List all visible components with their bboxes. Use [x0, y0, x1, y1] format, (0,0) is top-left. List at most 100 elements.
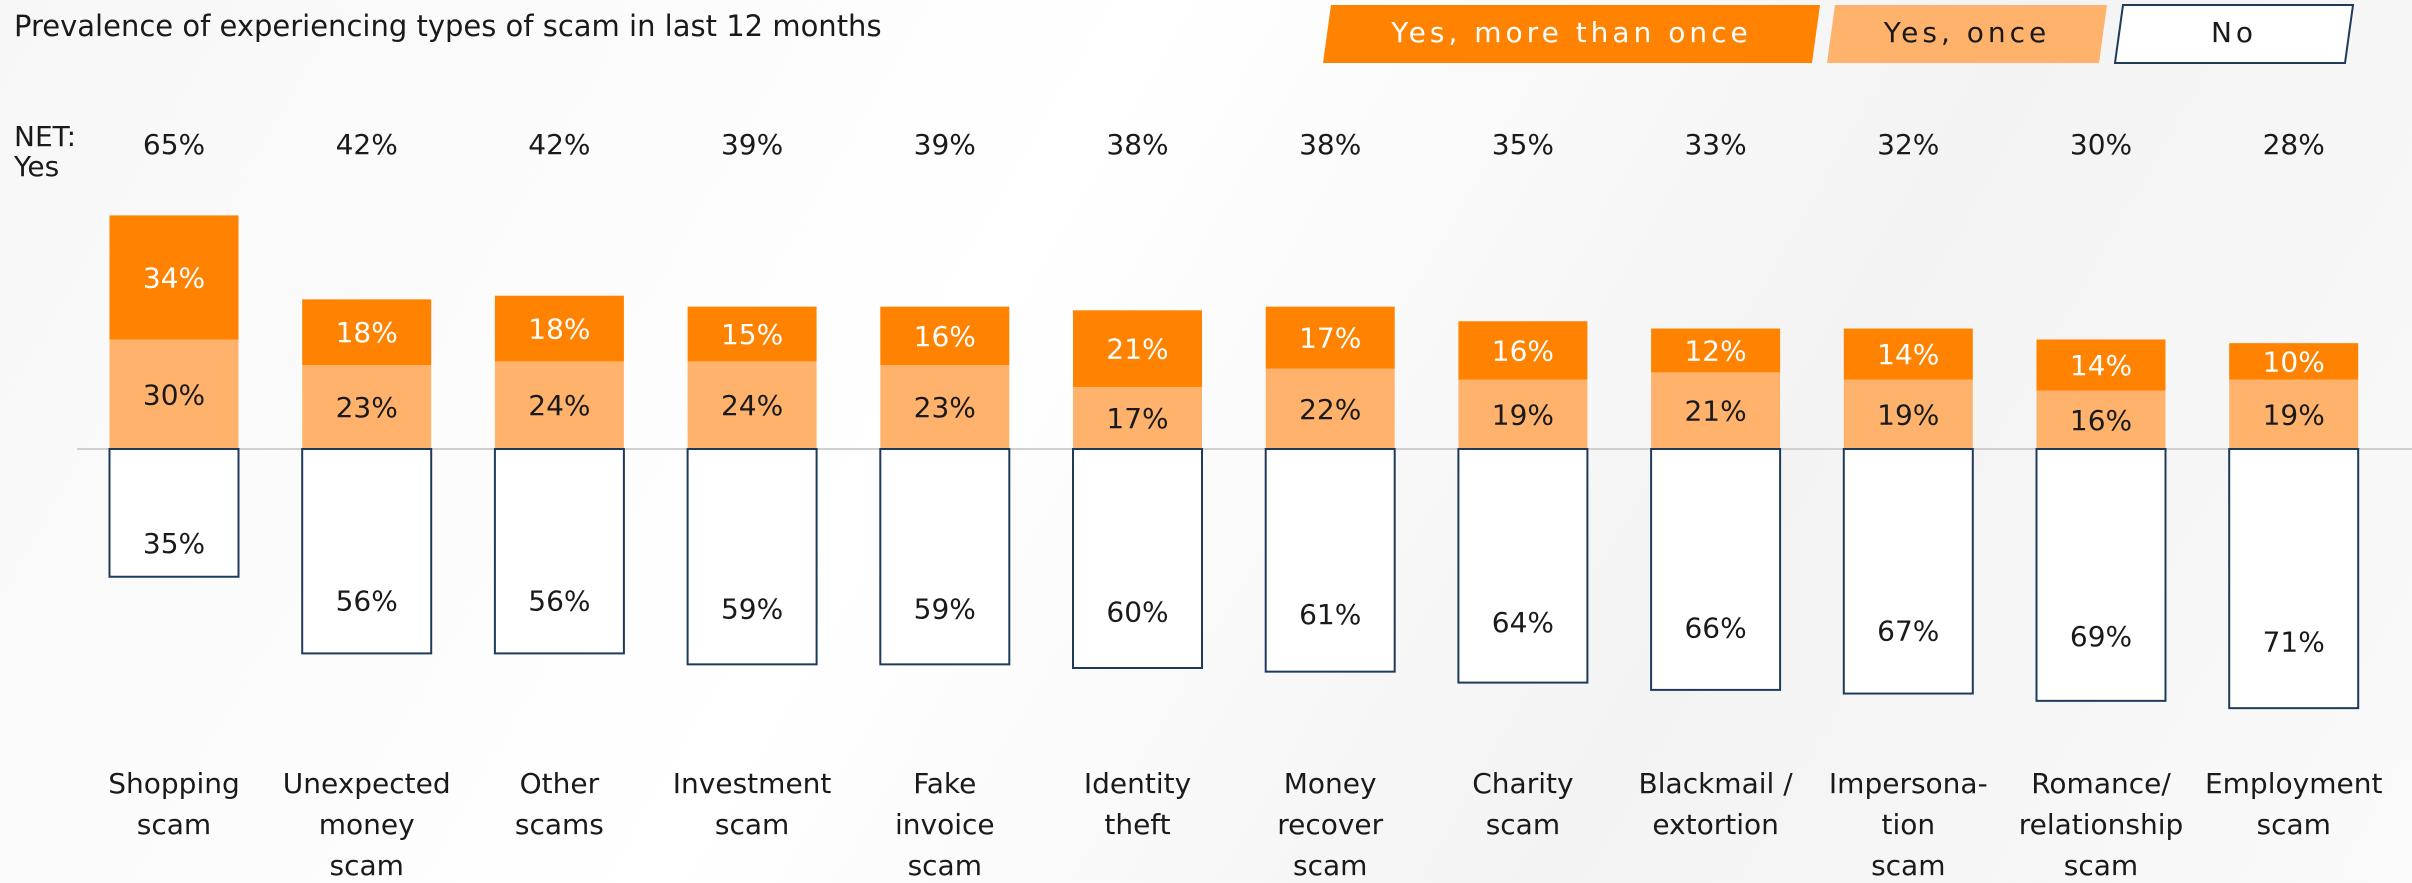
- net-value: 28%: [2263, 128, 2325, 161]
- x-tick-label: Impersona-: [1829, 767, 1988, 800]
- bar-segment: [880, 306, 1010, 366]
- bar-label: 24%: [528, 389, 590, 422]
- net-value: 42%: [528, 128, 590, 161]
- x-tick-label: Employment: [2205, 767, 2382, 800]
- bar-segment: [1072, 448, 1203, 669]
- bar-label: 19%: [1877, 398, 1939, 431]
- x-tick-label: scam: [329, 849, 403, 882]
- x-tick-label: tion: [1881, 808, 1935, 841]
- bar-segment: [1264, 448, 1396, 673]
- x-tick-label: scam: [2256, 808, 2330, 841]
- net-value: 65%: [143, 128, 205, 161]
- bar-label: 35%: [143, 527, 205, 560]
- bar-label: 17%: [1106, 402, 1168, 435]
- bar-label: 59%: [721, 593, 783, 626]
- net-value: 32%: [1877, 128, 1939, 161]
- bar-segment: [1458, 379, 1588, 449]
- bar-label: 71%: [2263, 625, 2325, 658]
- x-tick-label: extortion: [1652, 808, 1779, 841]
- x-tick-label: Charity: [1472, 767, 1573, 800]
- net-value: 35%: [1492, 128, 1554, 161]
- bar-label: 30%: [143, 378, 205, 411]
- x-tick-label: Other: [520, 767, 600, 800]
- x-tick-label: Blackmail /: [1639, 767, 1794, 800]
- x-tick-label: scam: [715, 808, 789, 841]
- bar-segment: [2229, 343, 2359, 380]
- bar-label: 59%: [914, 593, 976, 626]
- bar-segment: [1073, 310, 1202, 387]
- chart-title: Prevalence of experiencing types of scam…: [14, 9, 882, 43]
- net-value: 38%: [1299, 128, 1361, 161]
- legend-label: No: [2211, 16, 2257, 49]
- bar-segment: [1073, 386, 1202, 449]
- x-tick-label: scam: [2064, 849, 2138, 882]
- bar-label: 23%: [336, 391, 398, 424]
- net-value: 38%: [1106, 128, 1168, 161]
- bar-label: 16%: [1492, 334, 1554, 367]
- bar-label: 19%: [2263, 398, 2325, 431]
- bar-segment: [494, 295, 624, 362]
- bar-label: 56%: [336, 584, 398, 617]
- legend-swatch: [1827, 5, 2107, 63]
- bar-segment: [493, 448, 625, 655]
- legend-swatch: [2113, 4, 2355, 64]
- x-tick-label: Romance/: [2031, 767, 2171, 800]
- bar-label: 19%: [1492, 398, 1554, 431]
- bar-label: 34%: [143, 261, 205, 294]
- bar-label: 69%: [2070, 620, 2132, 653]
- x-tick-label: recover: [1277, 808, 1383, 841]
- bar-segment: [2036, 390, 2166, 449]
- bar-segment: [302, 299, 432, 366]
- bar-segment: [108, 448, 240, 578]
- bar-segment: [2228, 448, 2360, 710]
- legend-label: Yes, more than once: [1390, 16, 1751, 49]
- x-tick-label: Identity: [1084, 767, 1191, 800]
- x-tick-label: scams: [515, 808, 604, 841]
- bar-segment: [2035, 448, 2167, 702]
- net-label: Yes: [13, 150, 59, 183]
- bar-segment: [1843, 379, 1973, 449]
- net-value: 30%: [2070, 128, 2132, 161]
- bar-segment: [1651, 372, 1781, 449]
- bar-segment: [1265, 306, 1395, 369]
- bar-segment: [494, 361, 624, 449]
- bar-label: 56%: [528, 584, 590, 617]
- bar-segment: [1842, 448, 1974, 695]
- bar-segment: [2036, 339, 2166, 391]
- x-tick-label: Money: [1284, 767, 1377, 800]
- net-value: 39%: [721, 128, 783, 161]
- legend-label: Yes, once: [1883, 16, 2051, 49]
- bar-label: 12%: [1684, 334, 1746, 367]
- x-tick-label: Fake: [913, 767, 976, 800]
- bar-label: 18%: [528, 313, 590, 346]
- net-label: NET:: [14, 120, 76, 153]
- bar-segment: [109, 215, 239, 340]
- bar-label: 18%: [336, 316, 398, 349]
- x-tick-label: scam: [1871, 849, 1945, 882]
- x-tick-label: theft: [1104, 808, 1170, 841]
- net-value: 39%: [914, 128, 976, 161]
- bar-segment: [1458, 321, 1588, 380]
- x-tick-label: scam: [908, 849, 982, 882]
- bar-label: 21%: [1106, 333, 1168, 366]
- bar-segment: [302, 365, 432, 449]
- bar-segment: [301, 448, 433, 655]
- bar-label: 67%: [1877, 614, 1939, 647]
- bar-label: 23%: [914, 391, 976, 424]
- x-tick-label: Unexpected: [283, 767, 451, 800]
- bar-segment: [686, 448, 818, 666]
- x-tick-label: scam: [1486, 808, 1560, 841]
- bar-segment: [687, 361, 817, 449]
- net-value: 42%: [336, 128, 398, 161]
- bar-label: 24%: [721, 389, 783, 422]
- bar-label: 14%: [1877, 338, 1939, 371]
- x-tick-label: relationship: [2019, 808, 2184, 841]
- bar-segment: [1265, 368, 1395, 449]
- bar-label: 17%: [1299, 322, 1361, 355]
- bar-label: 66%: [1684, 612, 1746, 645]
- bar-segment: [687, 306, 817, 362]
- bar-label: 14%: [2070, 349, 2132, 382]
- bar-segment: [109, 339, 239, 449]
- bar-segment: [1843, 328, 1973, 380]
